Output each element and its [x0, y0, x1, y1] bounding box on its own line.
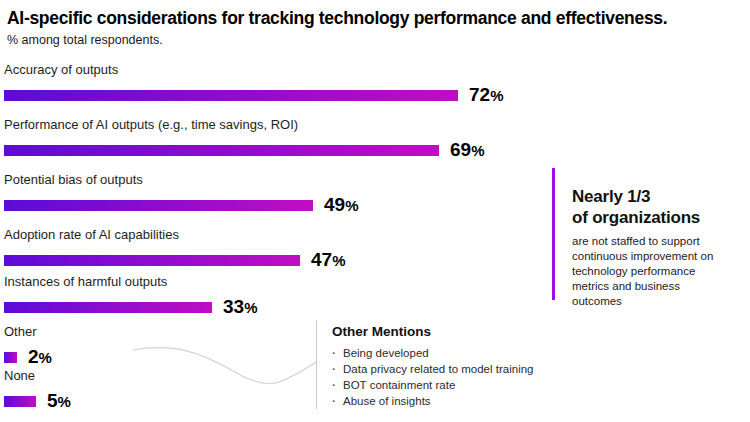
bar-category-label: Instances of harmful outputs	[4, 274, 257, 290]
bar-row: None 5%	[4, 368, 71, 411]
bar-category-label: Accuracy of outputs	[4, 62, 503, 78]
infographic-bar-chart: AI-specific considerations for tracking …	[0, 0, 750, 422]
bar-category-label: Performance of AI outputs (e.g., time sa…	[4, 117, 484, 133]
percent-sign: %	[345, 197, 358, 214]
bar-value-label: 69%	[450, 140, 484, 161]
bar-line: 49%	[4, 195, 358, 215]
percent-sign: %	[471, 142, 484, 159]
bar-value-number: 72	[469, 84, 490, 105]
bar-value-label: 33%	[223, 297, 257, 318]
other-mention-item: Data privacy related to model training	[332, 361, 546, 377]
bar-category-label: None	[4, 368, 71, 384]
other-mentions-list: Being developedData privacy related to m…	[332, 345, 546, 409]
bar	[4, 145, 439, 156]
other-mentions-box: Other Mentions Being developedData priva…	[316, 320, 546, 409]
bar	[4, 302, 212, 313]
bar-line: 69%	[4, 140, 484, 160]
bar-line: 72%	[4, 85, 503, 105]
percent-sign: %	[39, 349, 52, 366]
bar-row: Adoption rate of AI capabilities 47%	[4, 227, 345, 270]
bar-value-label: 49%	[324, 195, 358, 216]
percent-sign: %	[332, 252, 345, 269]
bar-category-label: Adoption rate of AI capabilities	[4, 227, 345, 243]
callout-heading: Nearly 1/3 of organizations	[572, 186, 732, 228]
percent-sign: %	[490, 87, 503, 104]
bar-line: 2%	[4, 347, 52, 367]
callout-text: Nearly 1/3 of organizations are not staf…	[572, 186, 732, 309]
chart-title: AI-specific considerations for tracking …	[7, 8, 667, 29]
bar-row: Performance of AI outputs (e.g., time sa…	[4, 117, 484, 160]
other-mention-item: Abuse of insights	[332, 393, 546, 409]
bar-value-number: 49	[324, 194, 345, 215]
bar-line: 47%	[4, 250, 345, 270]
bar	[4, 90, 458, 101]
bar-value-label: 72%	[469, 85, 503, 106]
bar-value-number: 69	[450, 139, 471, 160]
bar	[4, 255, 300, 266]
bar-row: Other 2%	[4, 324, 52, 367]
bar-row: Accuracy of outputs 72%	[4, 62, 503, 105]
bar-line: 5%	[4, 391, 71, 411]
chart-subtitle: % among total respondents.	[7, 33, 163, 47]
bar	[4, 396, 36, 407]
bar	[4, 352, 17, 363]
percent-sign: %	[244, 299, 257, 316]
bar	[4, 200, 313, 211]
bar-value-number: 47	[311, 249, 332, 270]
callout-heading-line1: Nearly 1/3	[572, 187, 650, 206]
bar-value-label: 2%	[28, 347, 52, 368]
bar-value-number: 33	[223, 296, 244, 317]
connector-curve	[130, 340, 320, 400]
other-mention-item: BOT containment rate	[332, 377, 546, 393]
callout-accent-line	[552, 168, 555, 300]
callout-heading-line2: of organizations	[572, 208, 700, 227]
bar-value-label: 5%	[47, 391, 71, 412]
bar-value-number: 5	[47, 390, 58, 411]
other-mention-item: Being developed	[332, 345, 546, 361]
bar-row: Instances of harmful outputs 33%	[4, 274, 257, 317]
bar-line: 33%	[4, 297, 257, 317]
callout-body: are not staffed to support continuous im…	[572, 234, 724, 309]
bar-category-label: Other	[4, 324, 52, 340]
bar-value-label: 47%	[311, 250, 345, 271]
bar-row: Potential bias of outputs 49%	[4, 172, 358, 215]
bar-value-number: 2	[28, 346, 39, 367]
other-mentions-heading: Other Mentions	[332, 324, 546, 339]
bar-category-label: Potential bias of outputs	[4, 172, 358, 188]
percent-sign: %	[58, 393, 71, 410]
